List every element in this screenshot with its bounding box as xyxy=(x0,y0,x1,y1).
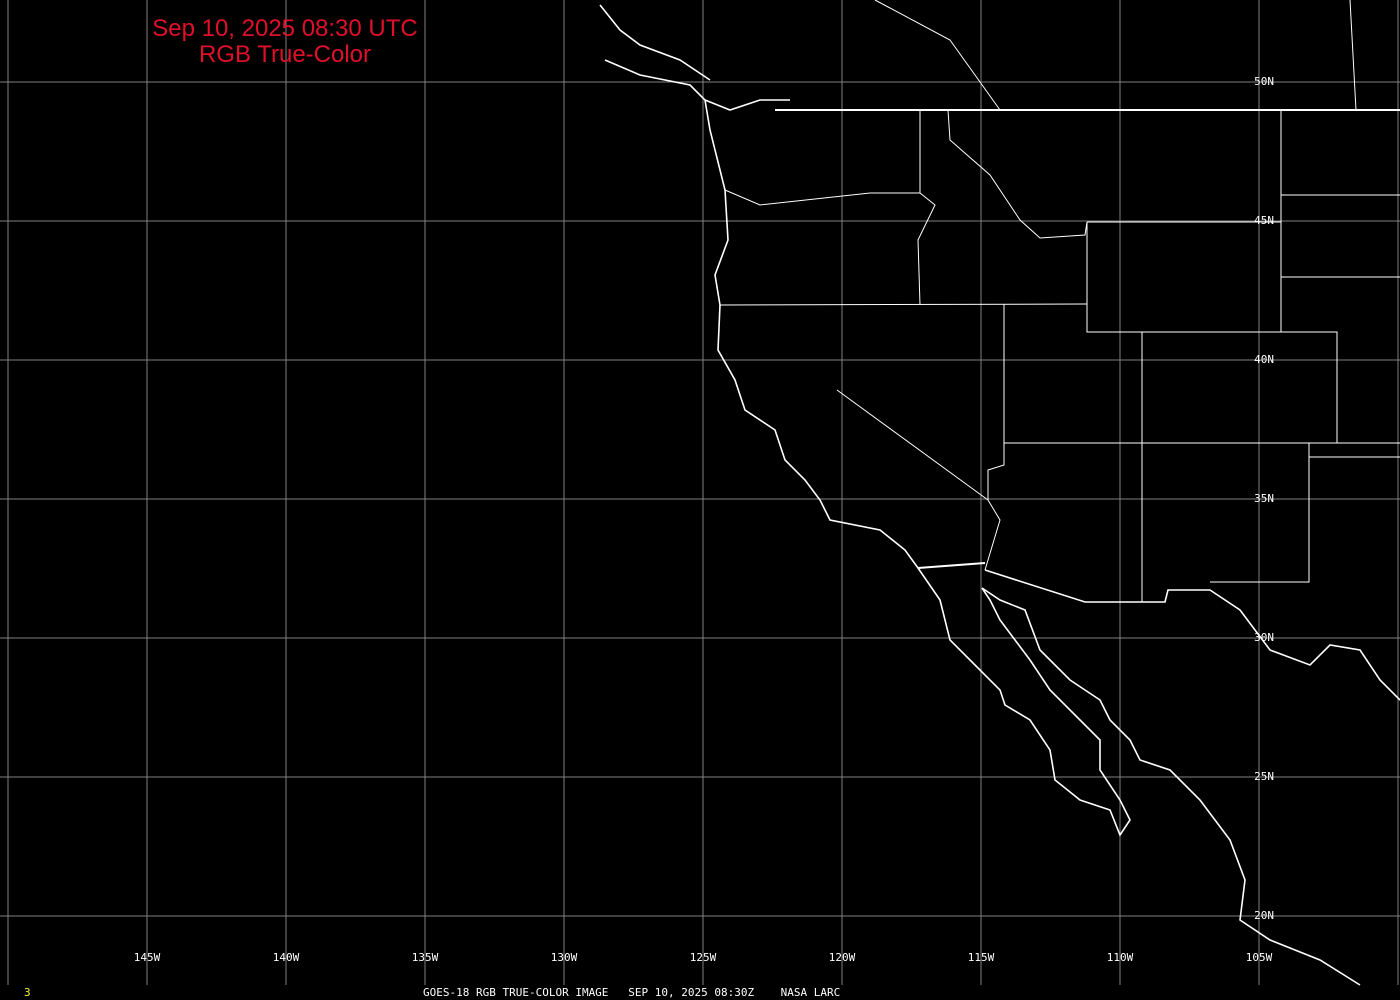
latitude-label: 20N xyxy=(1254,909,1274,922)
latitude-label: 25N xyxy=(1254,770,1274,783)
longitude-label: 140W xyxy=(273,951,300,964)
frame-number: 3 xyxy=(24,986,31,999)
map-title-product: RGB True-Color xyxy=(198,41,372,68)
latitude-label: 30N xyxy=(1254,631,1274,644)
latitude-label: 40N xyxy=(1254,353,1274,366)
coastlines xyxy=(599,4,1400,986)
longitude-label: 130W xyxy=(551,951,578,964)
longitude-label: 145W xyxy=(134,951,161,964)
latitude-label: 35N xyxy=(1254,492,1274,505)
longitude-label: 125W xyxy=(690,951,717,964)
map-title-datetime: Sep 10, 2025 08:30 UTC xyxy=(152,15,418,42)
political-borders xyxy=(719,0,1400,602)
longitude-label: 110W xyxy=(1107,951,1134,964)
footer-caption: GOES-18 RGB TRUE-COLOR IMAGE SEP 10, 202… xyxy=(423,986,841,999)
latitude-label: 45N xyxy=(1254,214,1274,227)
longitude-label: 105W xyxy=(1246,951,1273,964)
longitude-label: 120W xyxy=(829,951,856,964)
latitude-label: 50N xyxy=(1254,75,1274,88)
longitude-label: 115W xyxy=(968,951,995,964)
longitude-label: 135W xyxy=(412,951,439,964)
latitude-labels: 50N 45N 40N 35N 30N 25N 20N xyxy=(1254,75,1274,922)
longitude-labels: 145W 140W 135W 130W 125W 120W 115W 110W 105W xyxy=(134,951,1273,964)
